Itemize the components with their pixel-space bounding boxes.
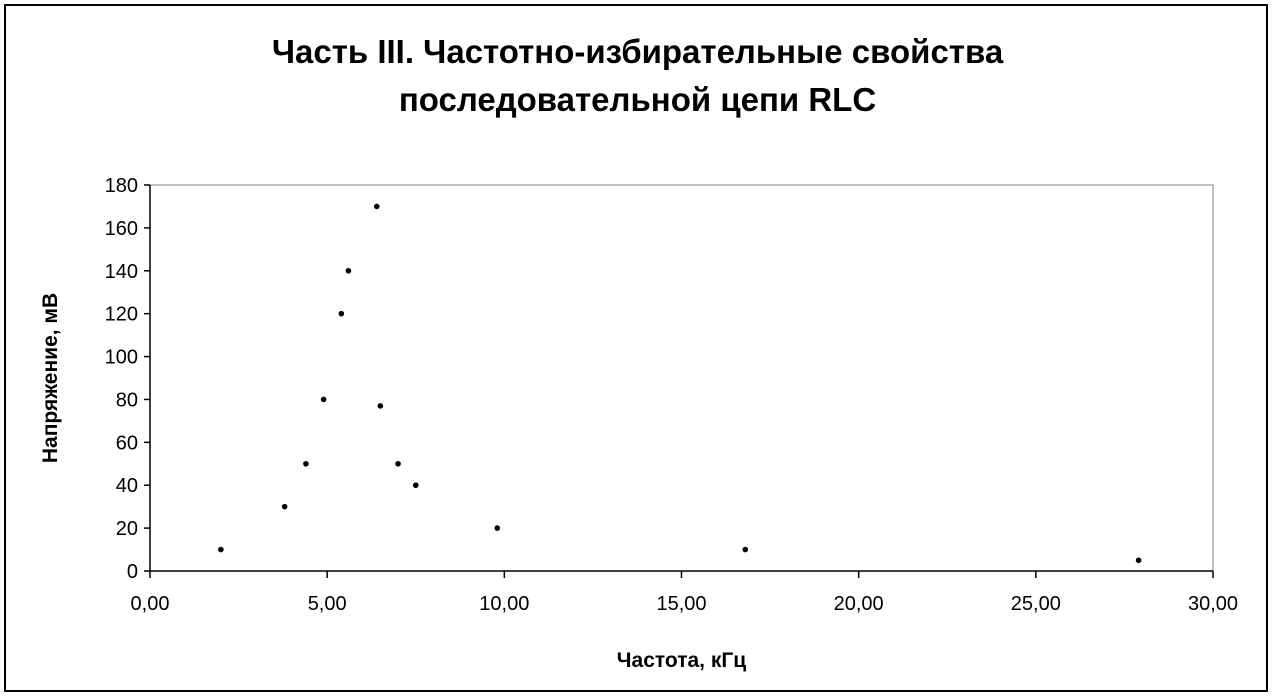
x-tick-label: 30,00 <box>1188 593 1238 615</box>
y-tick-label: 160 <box>105 218 138 240</box>
data-point <box>281 503 288 510</box>
x-tick-label: 25,00 <box>1011 593 1061 615</box>
data-point <box>303 460 309 467</box>
x-axis: 0,00 5,00 10,00 15,00 20,00 25,00 30,00 <box>131 570 1238 615</box>
y-tick-label: 80 <box>116 389 138 411</box>
chart-title-line-1: Часть III. Частотно-избирательные свойст… <box>271 33 1004 70</box>
data-point <box>412 482 419 489</box>
data-point <box>494 525 501 531</box>
chart-title: Часть III. Частотно-избирательные свойст… <box>0 28 1275 124</box>
data-point <box>218 546 224 553</box>
y-tick-label: 0 <box>127 561 138 583</box>
y-tick-label: 20 <box>116 518 138 540</box>
data-points <box>218 203 1142 564</box>
data-point <box>320 396 327 403</box>
y-tick-label: 40 <box>116 475 138 497</box>
y-tick-label: 140 <box>105 261 138 283</box>
y-axis-title: Напряжение, мВ <box>39 293 62 463</box>
data-point <box>1135 557 1142 564</box>
x-tick-label: 20,00 <box>834 593 884 615</box>
x-tick-label: 15,00 <box>656 593 706 615</box>
x-tick-label: 5,00 <box>308 593 347 615</box>
data-point <box>373 203 380 210</box>
x-tick-label: 0,00 <box>131 593 170 615</box>
y-tick-label: 60 <box>116 432 138 454</box>
data-point <box>395 460 401 467</box>
x-tick-label: 10,00 <box>479 593 529 615</box>
data-point <box>377 403 384 409</box>
y-tick-label: 100 <box>105 347 138 369</box>
x-axis-title: Частота, кГц <box>617 649 746 672</box>
data-point <box>742 546 749 553</box>
plot-area <box>149 184 1214 572</box>
data-point <box>345 267 352 274</box>
y-axis: 0 20 40 60 80 100 120 140 160 180 <box>105 175 151 583</box>
y-tick-label: 180 <box>105 175 138 197</box>
chart-title-line-2: последовательной цепи RLC <box>398 81 877 118</box>
y-tick-label: 120 <box>105 304 138 326</box>
data-point <box>338 310 345 317</box>
